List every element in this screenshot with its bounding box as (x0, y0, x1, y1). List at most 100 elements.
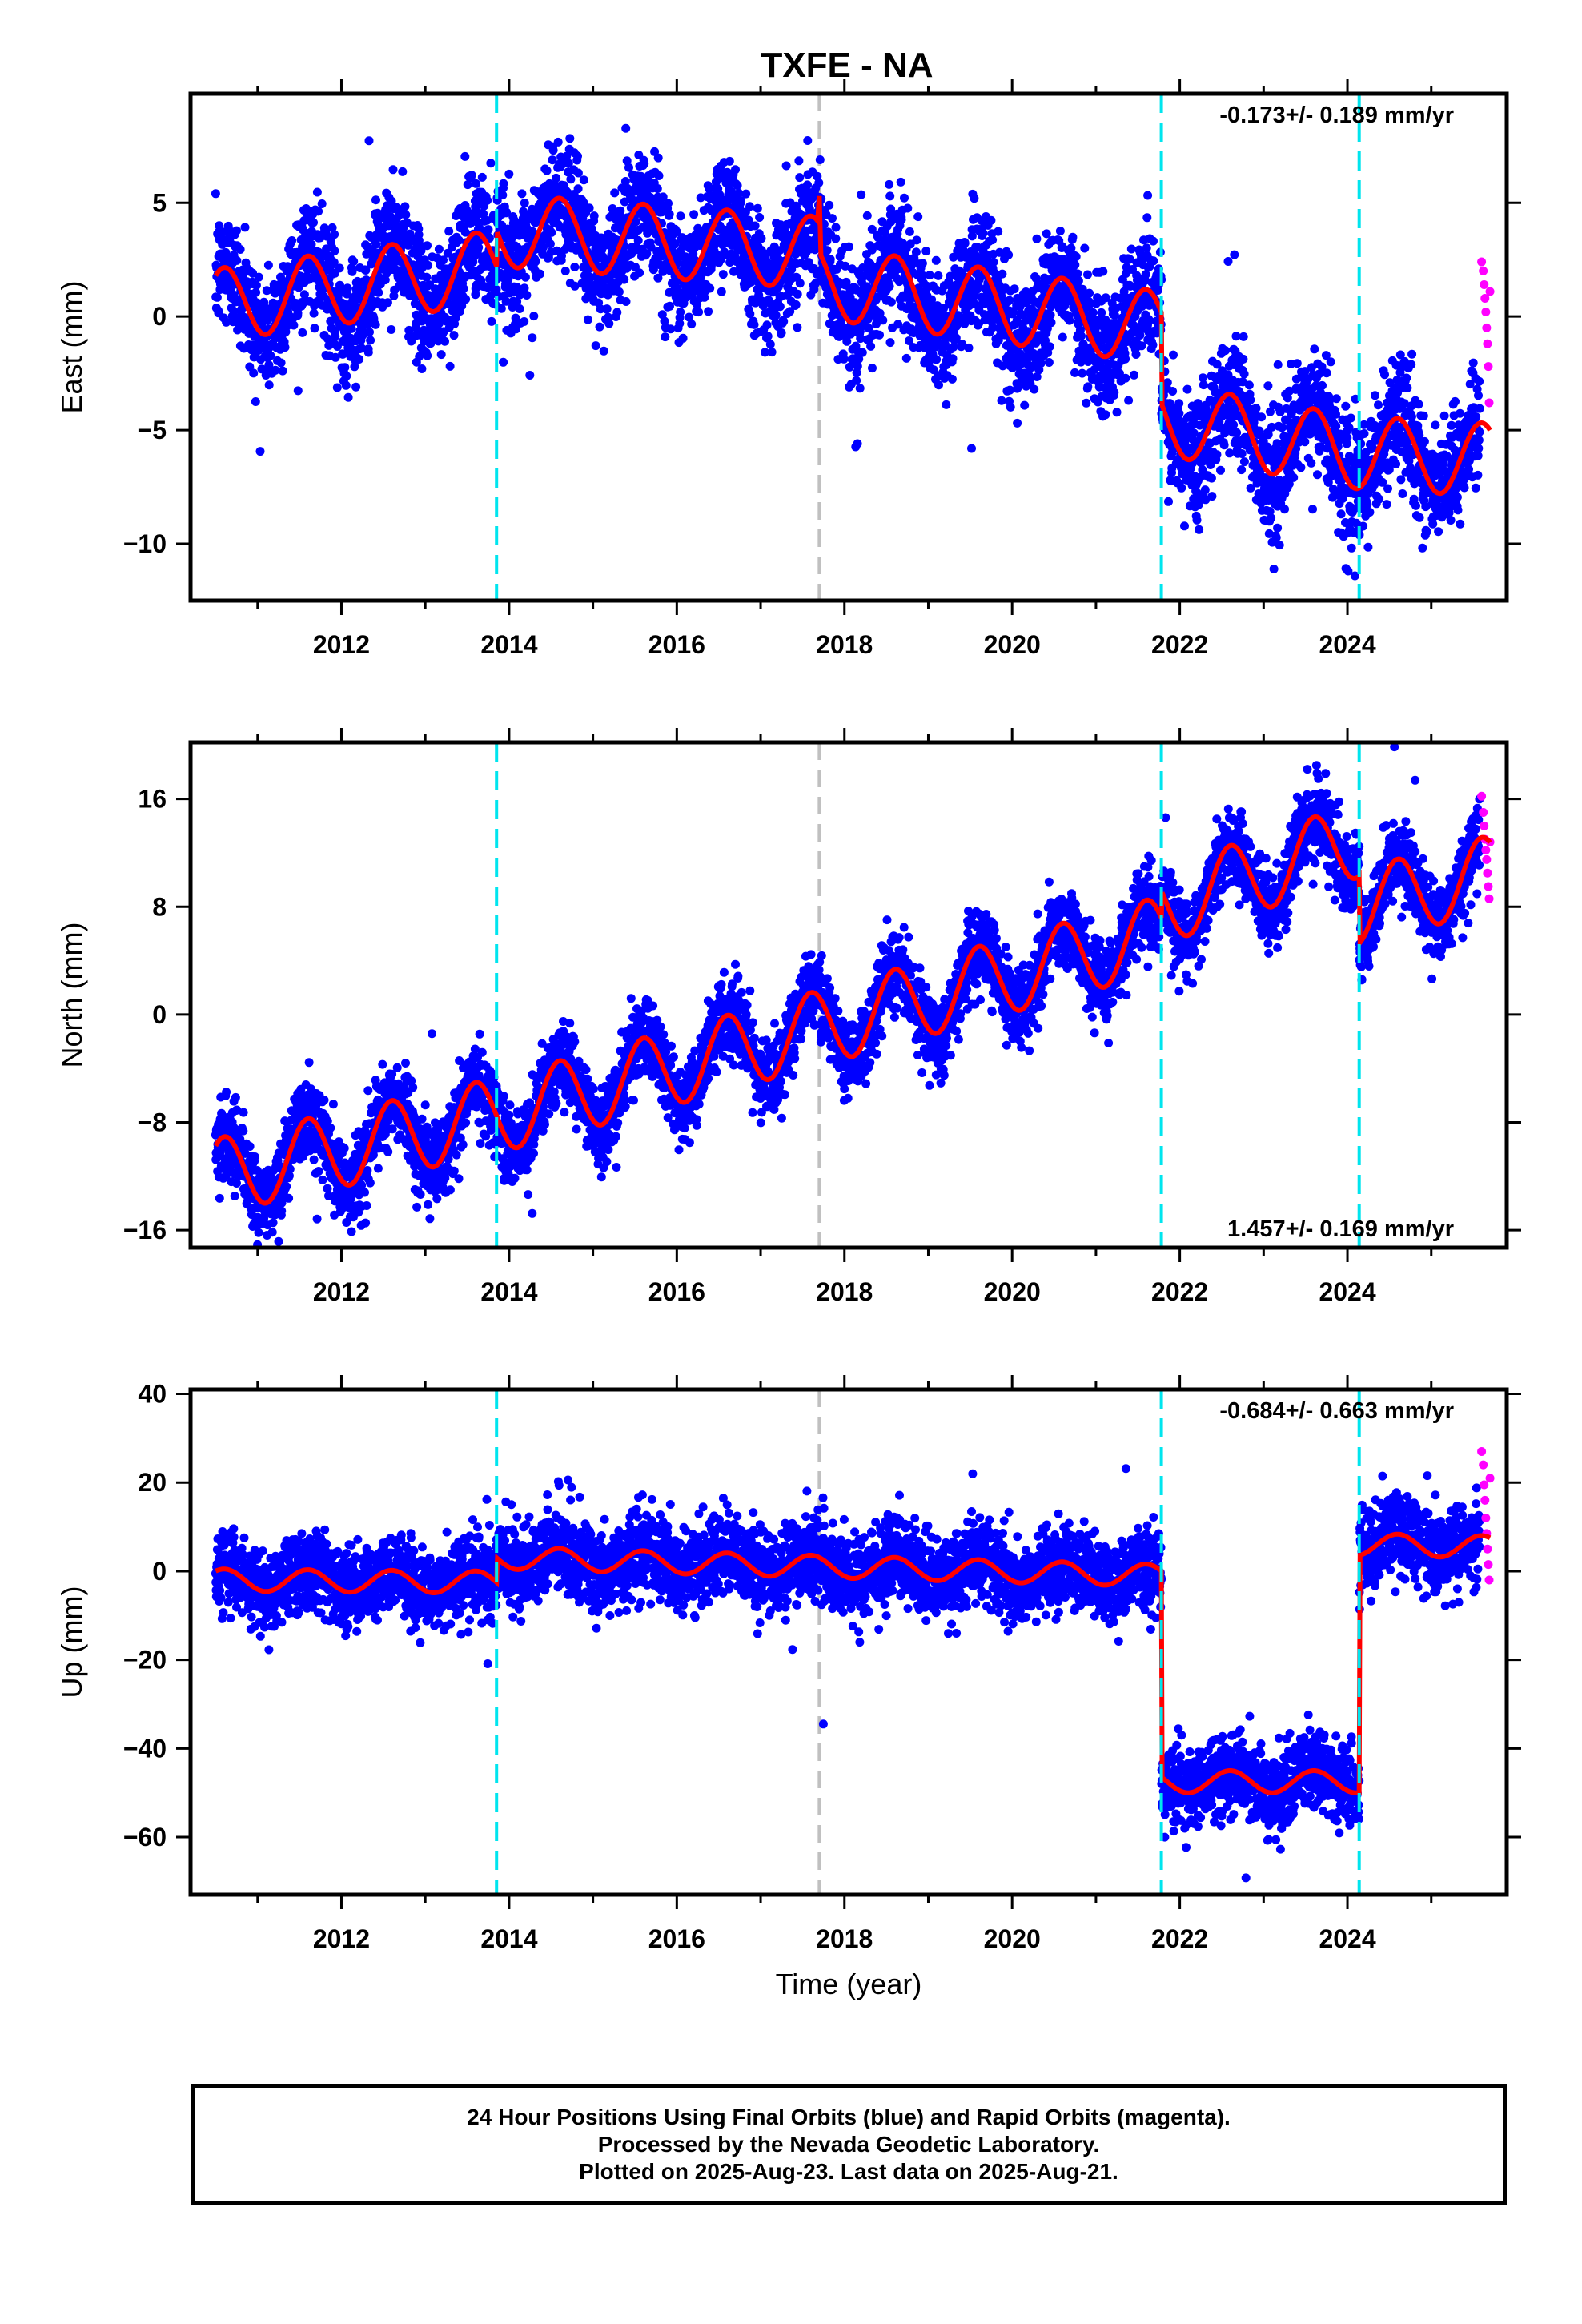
final-orbit-point (1088, 308, 1098, 317)
final-orbit-point (767, 348, 777, 357)
final-orbit-point (496, 304, 506, 313)
final-orbit-point (280, 343, 290, 352)
final-orbit-point (828, 214, 837, 223)
final-orbit-point (1121, 373, 1130, 383)
final-orbit-point (477, 172, 487, 182)
final-orbit-point (1322, 368, 1331, 378)
final-orbit-point (1032, 372, 1042, 381)
final-orbit-point (1070, 368, 1079, 377)
final-orbit-point (803, 180, 812, 190)
final-orbit-point (363, 348, 373, 357)
east-panel: 2012 2014 2016 2018 2020 2022 202450−5−10East … (55, 79, 1521, 659)
final-orbit-point (463, 180, 472, 190)
final-orbit-point (855, 384, 865, 393)
final-orbit-point (1121, 354, 1130, 364)
final-orbit-point (255, 447, 265, 456)
final-orbit-point (856, 334, 865, 344)
final-orbit-point (287, 236, 297, 245)
final-orbit-point (749, 320, 759, 329)
final-orbit-point (293, 386, 303, 396)
final-orbit-point (330, 246, 339, 255)
final-orbit-point (825, 200, 834, 210)
final-orbit-point (1265, 507, 1275, 516)
east-plot-area (211, 94, 1495, 601)
final-orbit-point (620, 177, 630, 186)
final-orbit-point (652, 184, 662, 193)
final-orbit-point (1006, 402, 1015, 412)
final-orbit-point (731, 165, 740, 175)
final-orbit-point (1126, 244, 1136, 254)
final-orbit-point (665, 301, 674, 311)
final-orbit-point (1199, 380, 1208, 390)
final-orbit-point (347, 267, 357, 276)
final-orbit-point (947, 374, 957, 384)
final-orbit-point (1246, 395, 1255, 404)
final-orbit-point (854, 354, 864, 364)
final-orbit-point (960, 239, 970, 248)
final-orbit-point (994, 227, 1003, 236)
final-orbit-point (885, 338, 895, 348)
final-orbit-point (1131, 350, 1141, 359)
final-orbit-point (440, 336, 449, 346)
final-orbit-point (1225, 448, 1235, 458)
final-orbit-point (1232, 428, 1242, 437)
final-orbit-point (1275, 541, 1284, 550)
final-orbit-point (1212, 360, 1222, 369)
final-orbit-point (1207, 492, 1217, 501)
final-orbit-point (400, 202, 410, 211)
final-orbit-point (459, 283, 468, 293)
final-orbit-point (672, 227, 681, 237)
final-orbit-point (1137, 341, 1146, 351)
final-orbit-point (841, 261, 850, 271)
final-orbit-point (1041, 336, 1050, 345)
final-orbit-point (1074, 276, 1083, 286)
final-orbit-point (557, 251, 566, 260)
final-orbit-point (472, 179, 480, 188)
final-orbit-point (610, 188, 620, 198)
final-orbit-point (486, 159, 496, 168)
final-orbit-point (1277, 423, 1287, 432)
final-orbit-point (579, 198, 588, 207)
final-orbit-point (795, 173, 805, 183)
final-orbit-point (416, 246, 426, 255)
final-orbit-point (755, 213, 765, 222)
final-orbit-point (211, 189, 220, 199)
final-orbit-point (761, 348, 769, 357)
final-orbit-point (845, 362, 854, 372)
final-orbit-point (822, 236, 832, 246)
final-orbit-point (417, 364, 427, 373)
final-orbit-point (905, 227, 914, 236)
final-orbit-point (1101, 410, 1110, 420)
final-orbit-point (734, 188, 744, 198)
final-orbit-point (371, 320, 380, 329)
final-orbit-point (706, 262, 716, 271)
final-orbit-point (361, 266, 371, 275)
final-orbit-point (222, 317, 231, 327)
final-orbit-point (245, 362, 255, 372)
final-orbit-point (401, 210, 411, 219)
final-orbit-point (771, 311, 781, 320)
final-orbit-point (913, 212, 923, 222)
final-orbit-point (522, 291, 532, 300)
final-orbit-point (1135, 331, 1145, 340)
final-orbit-point (326, 316, 335, 326)
final-orbit-point (867, 245, 877, 255)
final-orbit-point (573, 168, 583, 178)
final-orbit-point (398, 167, 408, 176)
final-orbit-point (307, 239, 316, 249)
final-orbit-point (351, 382, 361, 392)
final-orbit-point (622, 156, 632, 166)
final-orbit-point (1231, 332, 1241, 341)
final-orbit-point (905, 239, 915, 249)
final-orbit-point (654, 171, 664, 180)
final-orbit-point (1110, 388, 1119, 397)
final-orbit-point (745, 309, 755, 319)
final-orbit-point (1300, 437, 1310, 447)
final-orbit-point (573, 184, 583, 194)
final-orbit-point (460, 227, 470, 237)
final-orbit-point (570, 281, 580, 291)
final-orbit-point (335, 263, 344, 273)
final-orbit-point (765, 340, 775, 349)
final-orbit-point (1315, 442, 1325, 452)
final-orbit-point (893, 320, 903, 329)
